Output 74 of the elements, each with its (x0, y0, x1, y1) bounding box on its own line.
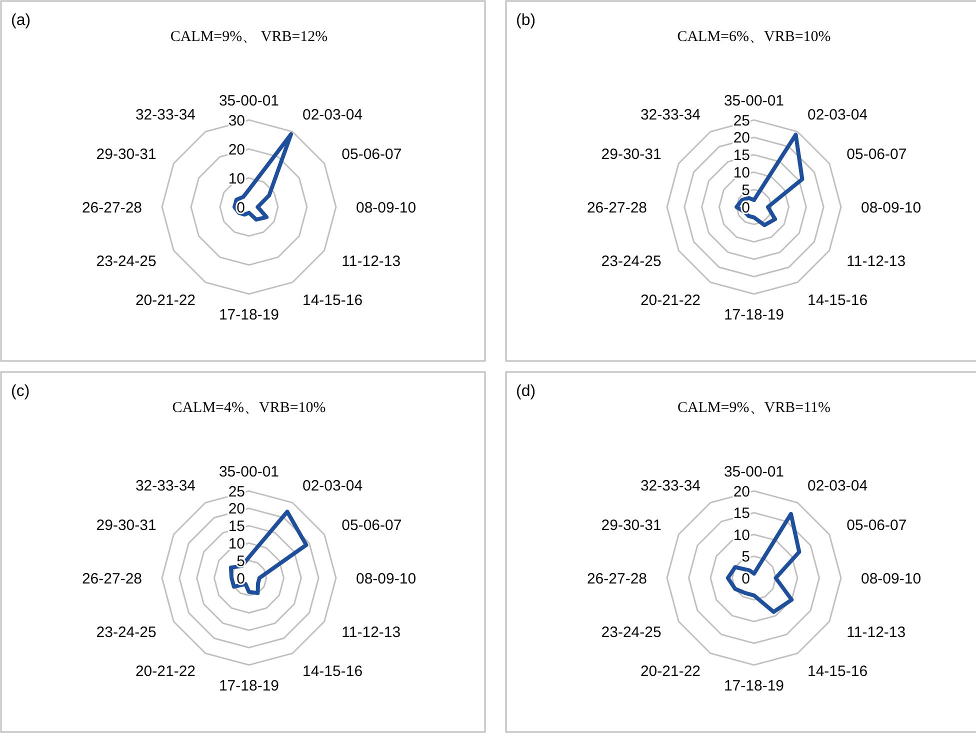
spoke-label: 11-12-13 (342, 624, 401, 641)
y-tick-label: 15 (733, 505, 750, 522)
spoke-label: 29-30-31 (96, 146, 156, 163)
y-tick-label: 10 (733, 526, 750, 544)
spoke-label: 32-33-34 (640, 106, 700, 124)
y-tick-label: 20 (733, 483, 750, 500)
spoke-label: 02-03-04 (302, 478, 363, 495)
y-tick-label: 20 (228, 141, 245, 158)
spoke-label: 20-21-22 (640, 662, 700, 680)
spoke-label: 32-33-34 (135, 106, 196, 124)
spoke-label: 35-00-01 (724, 463, 784, 480)
y-tick-label: 20 (733, 130, 750, 147)
spoke-label: 11-12-13 (846, 252, 906, 270)
chart-title: CALM=4%、VRB=10% (172, 400, 326, 416)
spoke-label: 35-00-01 (724, 92, 784, 110)
spoke-label: 35-00-01 (218, 92, 280, 110)
spoke-label: 17-18-19 (724, 677, 784, 694)
spoke-label: 20-21-22 (135, 292, 196, 309)
spoke-label: 08-09-10 (861, 199, 922, 216)
spoke-label: 20-21-22 (135, 662, 196, 680)
y-tick-label: 5 (742, 548, 750, 566)
y-tick-label: 25 (733, 112, 750, 130)
spoke-label: 23-24-25 (96, 624, 156, 641)
spoke-label: 23-24-25 (601, 252, 662, 270)
spoke-label: 08-09-10 (861, 570, 922, 588)
y-tick-label: 0 (742, 570, 750, 588)
spoke-label: 29-30-31 (601, 516, 662, 534)
spoke-label: 11-12-13 (342, 252, 401, 270)
spoke-label: 17-18-19 (218, 677, 280, 694)
text: (a) (11, 12, 31, 29)
y-tick-label: 25 (228, 483, 245, 500)
spoke-label: 05-06-07 (342, 146, 402, 163)
spoke-label: 14-15-16 (302, 662, 363, 680)
y-tick-label: 5 (742, 182, 750, 199)
spoke-label: 05-06-07 (342, 516, 402, 534)
spoke-label: 35-00-01 (218, 463, 280, 480)
spoke-label: 14-15-16 (302, 292, 363, 309)
spoke-label: 17-18-19 (724, 306, 784, 324)
spoke-label: 26-27-28 (586, 570, 647, 588)
spoke-label: 02-03-04 (808, 478, 868, 495)
chart-title: CALM=9%、VRB=11% (677, 400, 831, 416)
spoke-label: 23-24-25 (601, 624, 662, 641)
spoke-label: 02-03-04 (302, 106, 363, 124)
spoke-label: 26-27-28 (82, 199, 142, 216)
spoke-label: 29-30-31 (96, 516, 156, 534)
spoke-label: 32-33-34 (640, 478, 700, 495)
text: (b) (516, 12, 536, 29)
spoke-label: 26-27-28 (586, 199, 647, 216)
y-tick-label: 30 (228, 112, 245, 130)
y-tick-label: 10 (228, 535, 245, 552)
chart-title: CALM=6%、VRB=10% (677, 29, 831, 45)
spoke-label: 08-09-10 (356, 199, 416, 216)
spoke-label: 05-06-07 (846, 516, 907, 534)
chart-title: CALM=9%、 VRB=12% (170, 29, 328, 45)
y-tick-label: 10 (228, 170, 245, 188)
y-tick-label: 15 (733, 147, 750, 164)
spoke-label: 08-09-10 (356, 570, 416, 588)
spoke-label: 11-12-13 (846, 624, 906, 641)
spoke-label: 23-24-25 (96, 252, 156, 270)
spoke-label: 14-15-16 (808, 292, 868, 309)
spoke-label: 05-06-07 (846, 146, 907, 163)
spoke-label: 32-33-34 (135, 478, 196, 495)
text: (d) (516, 383, 536, 400)
y-tick-label: 0 (236, 570, 245, 588)
spoke-label: 17-18-19 (218, 306, 280, 324)
spoke-label: 02-03-04 (808, 106, 868, 124)
y-tick-label: 10 (733, 164, 750, 182)
y-tick-label: 15 (228, 518, 245, 536)
text: (c) (11, 383, 30, 400)
spoke-label: 20-21-22 (640, 292, 700, 309)
y-tick-label: 20 (228, 500, 245, 518)
spoke-label: 14-15-16 (808, 662, 868, 680)
spoke-label: 26-27-28 (82, 570, 142, 588)
spoke-label: 29-30-31 (601, 146, 662, 163)
